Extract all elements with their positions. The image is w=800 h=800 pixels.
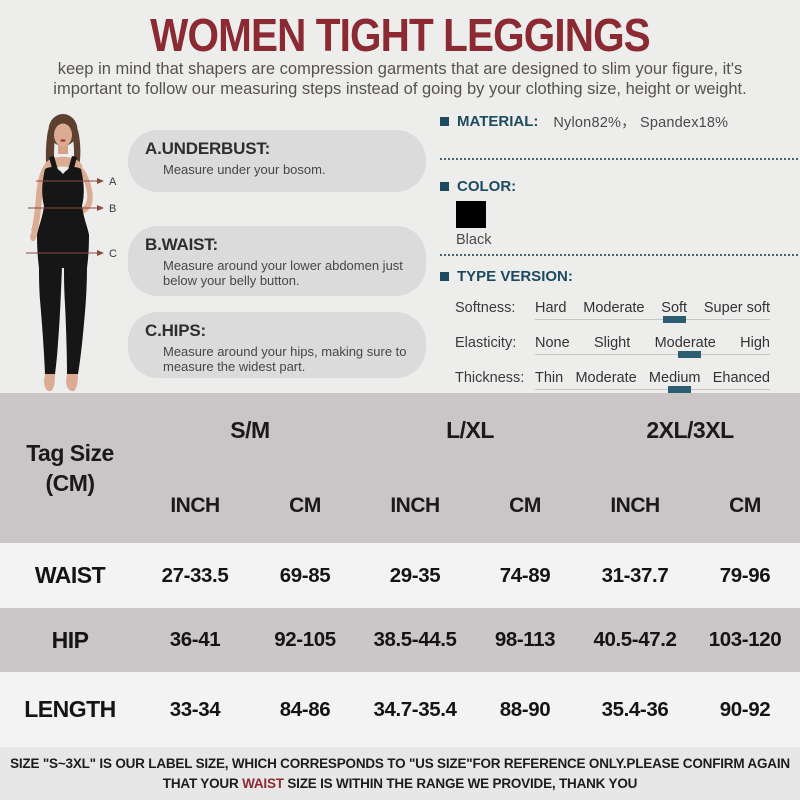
elasticity-scale: Elasticity: None Slight Moderate High [440,326,798,358]
model-figure [30,114,93,392]
square-bullet-icon [440,271,449,281]
material-values: Nylon82%， Spandex18% [553,114,729,131]
step-title: B.WAIST: [145,235,219,254]
step-desc: Measure around your hips, making sure to… [163,344,407,374]
intro-text: keep in mind that shapers are compressio… [0,59,800,99]
intro-line-2: important to follow our measuring steps … [53,80,747,98]
note-line-1: SIZE "S~3XL" IS OUR LABEL SIZE, WHICH CO… [10,756,790,771]
cell-value: 27-33.5 [161,563,229,587]
scale-track: Thin Moderate Medium Ehanced [535,361,770,393]
cell-value: 35.4-36 [601,697,669,721]
cell-value: 69-85 [279,563,331,587]
size-note: SIZE "S~3XL" IS OUR LABEL SIZE, WHICH CO… [0,747,800,800]
page-title: WOMEN TIGHT LEGGINGS [150,9,651,61]
scale-option: Moderate [575,370,637,386]
scale-label: Elasticity: [455,335,517,351]
dotted-divider [440,254,798,256]
measure-point-label-c: C [109,248,117,260]
scale-option: Slight [593,335,631,351]
cell-value: 98-113 [494,628,556,651]
step-box-hips: C.HIPS: Measure around your hips, making… [128,312,426,378]
cell-value: 79-96 [719,563,771,587]
intro-line-1: keep in mind that shapers are compressio… [57,60,743,78]
size-group-lxl: L/XL [446,417,494,443]
scale-option: Thin [535,370,564,386]
measure-point-label-b: B [109,203,116,215]
tag-size-label: Tag Size (CM) [26,440,114,496]
color-swatch-label: Black [456,232,492,248]
table-row-waist: WAIST 27-33.5 69-85 29-35 74-89 31-37.7 … [0,543,800,608]
cell-value: 34.7-35.4 [373,697,457,721]
unit-header-inch: INCH [390,493,440,517]
note-line-2: THAT YOUR WAIST SIZE IS WITHIN THE RANGE… [162,776,638,791]
color-section: COLOR: [440,177,798,195]
cell-value: 74-89 [499,563,551,587]
row-label: LENGTH [24,696,116,722]
scale-option: High [740,335,770,351]
cell-value: 84-86 [279,697,331,721]
cell-value: 103-120 [708,628,782,651]
square-bullet-icon [440,116,449,126]
note-highlight-waist: WAIST [242,776,284,791]
row-label: HIP [51,626,89,653]
size-table-header: Tag Size (CM) S/M L/XL 2XL/3XL INCH CM I… [0,393,800,543]
size-table: Tag Size (CM) S/M L/XL 2XL/3XL INCH CM I… [0,393,800,800]
thickness-scale: Thickness: Thin Moderate Medium Ehanced [440,361,798,393]
type-version-heading: TYPE VERSION: [457,267,573,285]
model-photo: A B C [26,114,117,392]
step-box-waist: B.WAIST: Measure around your lower abdom… [128,226,426,296]
unit-header-inch: INCH [170,493,220,517]
unit-header-inch: INCH [610,493,660,517]
scale-option: Super soft [703,300,770,316]
scale-label: Softness: [455,300,516,316]
unit-header-cm: CM [289,493,321,517]
cell-value: 36-41 [169,628,221,651]
material-heading: MATERIAL: [457,112,539,130]
scale-track: None Slight Moderate High [535,326,770,358]
square-bullet-icon [440,181,449,191]
cell-value: 38.5-44.5 [373,628,457,651]
row-label: WAIST [34,562,106,588]
material-section: MATERIAL: Nylon82%， Spandex18% [440,112,798,131]
scale-marker [678,351,701,358]
scale-option: None [535,335,570,351]
scale-marker [668,386,691,393]
step-box-underbust: A.UNDERBUST: Measure under your bosom. [128,130,426,192]
scale-option: Medium [648,370,701,386]
color-swatch [456,201,486,228]
cell-value: 29-35 [389,563,441,587]
specs-panel: MATERIAL: Nylon82%， Spandex18% COLOR: Bl… [440,112,798,393]
unit-header-cm: CM [509,493,541,517]
softness-scale: Softness: Hard Moderate Soft Super soft [440,291,798,323]
unit-header-cm: CM [729,493,761,517]
scale-option: Moderate [583,300,645,316]
step-desc: Measure under your bosom. [163,162,326,177]
cell-value: 92-105 [274,628,336,651]
size-group-sm: S/M [230,417,270,443]
scale-track: Hard Moderate Soft Super soft [535,291,770,323]
step-title: A.UNDERBUST: [145,139,271,158]
scale-option: Hard [535,300,567,316]
scale-marker [663,316,686,323]
scale-option: Soft [661,300,688,316]
table-row-hip: HIP 36-41 92-105 38.5-44.5 98-113 40.5-4… [0,608,800,672]
cell-value: 33-34 [169,697,221,721]
measure-point-label-a: A [109,176,117,188]
scale-option: Ehanced [712,370,770,386]
step-desc: Measure around your lower abdomen just b… [163,258,403,288]
cell-value: 88-90 [499,697,551,721]
cell-value: 40.5-47.2 [593,628,677,651]
scale-option: Moderate [654,335,716,351]
cell-value: 90-92 [719,697,771,721]
cell-value: 31-37.7 [601,563,669,587]
type-version-section: TYPE VERSION: [440,267,798,285]
step-title: C.HIPS: [145,321,206,340]
size-group-2xl3xl: 2XL/3XL [646,417,734,443]
dotted-divider [440,158,798,160]
color-heading: COLOR: [457,177,517,195]
scale-label: Thickness: [455,370,525,386]
table-row-length: LENGTH 33-34 84-86 34.7-35.4 88-90 35.4-… [0,672,800,747]
